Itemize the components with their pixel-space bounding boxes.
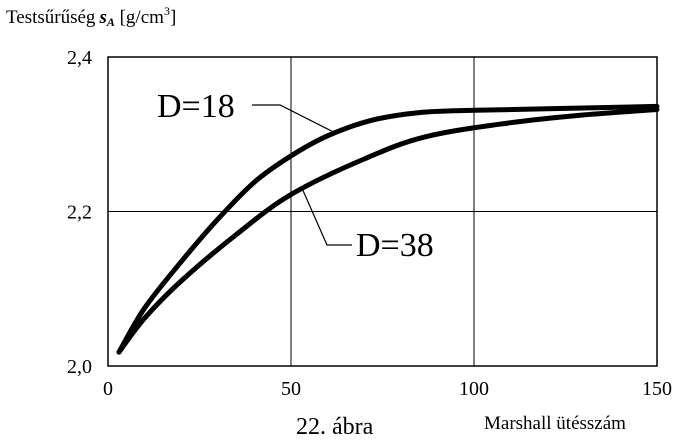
tick-labels: 0 50 100 150 2,0 2,2 2,4 xyxy=(67,47,672,400)
plot-frame xyxy=(107,56,658,367)
y-axis-symbol: sA xyxy=(99,7,115,29)
annotation-label: D=38 xyxy=(356,227,434,264)
series-line-d-18 xyxy=(116,103,660,355)
annotation-leader xyxy=(301,188,352,246)
y-axis-label-text: Testsűrűség xyxy=(6,7,96,28)
y-tick-label: 2,0 xyxy=(67,356,92,378)
y-axis-label: Testsűrűség sA [g/cm3] xyxy=(6,4,176,30)
annotation-leader xyxy=(252,104,336,134)
y-tick-label: 2,2 xyxy=(67,202,92,224)
x-axis-label: Marshall ütésszám xyxy=(484,413,626,434)
x-tick-label: 150 xyxy=(642,378,672,400)
y-axis-unit: [g/cm3] xyxy=(119,4,177,28)
y-tick-label: 2,4 xyxy=(67,47,92,69)
annotations: D=18 D=38 xyxy=(157,88,434,264)
series-line-d-38 xyxy=(116,107,660,355)
figure-caption: 22. ábra xyxy=(296,414,374,440)
annotation-label: D=18 xyxy=(157,88,235,125)
x-tick-label: 100 xyxy=(459,378,489,400)
series-lines xyxy=(116,103,660,355)
x-tick-label: 0 xyxy=(103,378,113,400)
x-tick-label: 50 xyxy=(281,378,301,400)
